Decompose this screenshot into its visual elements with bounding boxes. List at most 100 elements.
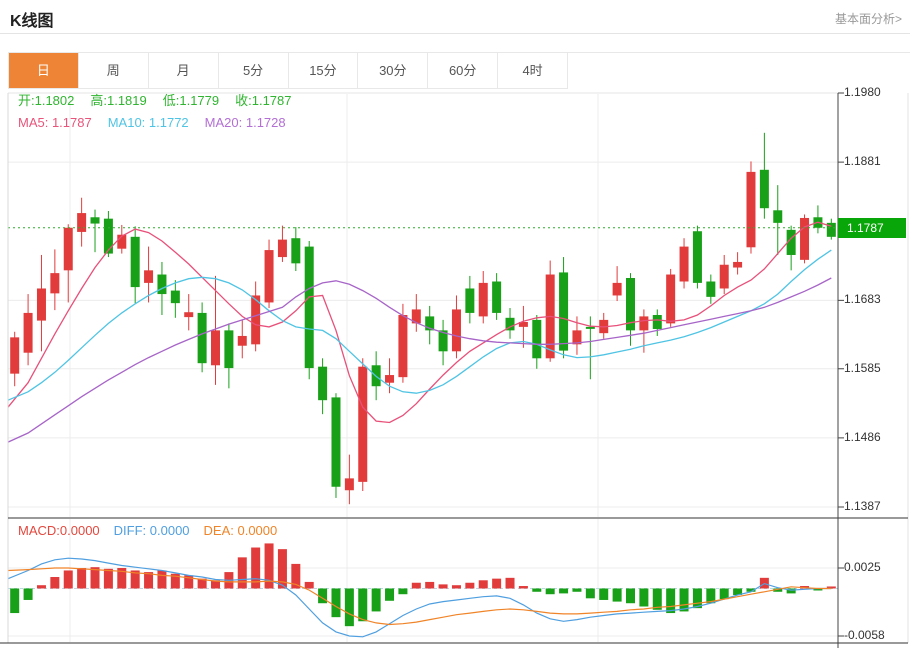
- candle: [532, 315, 542, 369]
- gridlines: [8, 92, 838, 642]
- title-divider: [0, 33, 910, 34]
- macd-bar: [157, 570, 167, 589]
- candle: [652, 309, 662, 336]
- candle: [706, 274, 716, 304]
- candle: [465, 275, 475, 324]
- candle: [425, 305, 435, 345]
- candle: [585, 316, 595, 380]
- y-axis-label-1.1486: 1.1486: [844, 429, 881, 444]
- macd-bar: [184, 575, 194, 589]
- candle: [304, 241, 314, 380]
- candle: [277, 225, 287, 262]
- macd-bar: [438, 584, 448, 589]
- ma-legend-ma10: MA10: 1.1772: [107, 115, 189, 130]
- ohlc-close: 收:1.1787: [235, 93, 292, 108]
- tab-4hour[interactable]: 4时: [522, 63, 543, 78]
- macd-bar: [130, 570, 140, 589]
- candle: [398, 303, 408, 383]
- candle: [626, 273, 635, 346]
- macd-bar: [679, 588, 689, 612]
- macd-bar: [773, 588, 783, 592]
- ma5-line: [7, 221, 832, 424]
- candle: [10, 331, 20, 387]
- candle: [759, 132, 769, 219]
- macd-bar: [612, 588, 622, 602]
- candle: [117, 224, 127, 254]
- macd-bar: [197, 578, 207, 589]
- ma-legend-ma5: MA5: 1.1787: [18, 115, 92, 130]
- candle: [826, 218, 836, 240]
- ohlc-readout: 开:1.1802 高:1.1819 低:1.1779 收:1.1787: [18, 90, 308, 112]
- candle: [385, 358, 395, 394]
- macd-bar: [478, 580, 488, 589]
- fundamental-analysis-link[interactable]: 基本面分析>: [834, 12, 902, 26]
- candle: [63, 224, 73, 303]
- y-axis-label-1.1881: 1.1881: [844, 154, 881, 169]
- candle: [251, 281, 261, 352]
- macd-bar: [572, 588, 582, 592]
- macd-bar: [331, 588, 341, 618]
- candle: [130, 226, 140, 304]
- macd-bar: [50, 577, 60, 589]
- tab-month[interactable]: 月: [149, 53, 219, 88]
- macd-bar: [144, 572, 154, 589]
- macd-bar: [264, 543, 274, 589]
- tab-week[interactable]: 周: [79, 53, 149, 88]
- ma-readout: MA5: 1.1787 MA10: 1.1772 MA20: 1.1728: [18, 112, 302, 134]
- macd-bar: [304, 581, 314, 589]
- candle: [800, 214, 810, 264]
- candle: [358, 358, 368, 491]
- macd-bar: [170, 573, 180, 589]
- macd-bar: [23, 588, 33, 600]
- macd-bar: [518, 586, 528, 589]
- y-axis-label-1.1387: 1.1387: [844, 499, 881, 513]
- macd-bar: [786, 588, 796, 594]
- macd-bar: [117, 568, 127, 589]
- macd-bar: [626, 588, 635, 604]
- macd-bar: [425, 581, 435, 589]
- macd-legend-diff: DIFF: 0.0000: [113, 523, 190, 538]
- tab-30min[interactable]: 30分: [358, 53, 429, 88]
- macd-bar: [90, 567, 100, 589]
- macd-bar: [746, 588, 756, 592]
- macd-bar: [652, 588, 662, 610]
- tab-5min[interactable]: 5分: [219, 53, 289, 88]
- candle: [505, 308, 515, 339]
- macd-bar: [411, 582, 421, 589]
- candle: [170, 280, 180, 318]
- candle: [773, 185, 783, 255]
- tab-15min[interactable]: 15分: [289, 53, 359, 88]
- candle: [224, 323, 234, 389]
- candle: [478, 271, 488, 324]
- macd-bar: [277, 549, 287, 589]
- dea-line: [7, 567, 832, 626]
- candle: [344, 454, 354, 505]
- y-axis-label-1.1683: 1.1683: [844, 292, 881, 307]
- candle: [77, 197, 87, 247]
- candle: [36, 254, 46, 352]
- macd-bar: [719, 588, 729, 600]
- chart-frame: [0, 92, 909, 648]
- candle: [50, 249, 60, 311]
- macd-bar: [103, 568, 113, 589]
- tab-60min[interactable]: 60分: [428, 53, 499, 88]
- macd-bar: [36, 585, 46, 589]
- macd-bar: [706, 588, 716, 604]
- candles: [10, 132, 836, 505]
- tab-day[interactable]: 日: [9, 53, 79, 88]
- macd-bar: [826, 586, 836, 589]
- candle: [719, 254, 729, 295]
- candle: [331, 393, 341, 498]
- macd-bar: [10, 588, 20, 614]
- current-price-label: 1.1787: [838, 217, 906, 238]
- candle: [197, 302, 207, 373]
- macd-bar: [813, 588, 823, 591]
- candle: [90, 209, 100, 253]
- candle: [599, 312, 609, 339]
- candle: [612, 266, 622, 302]
- ohlc-high: 高:1.1819: [90, 93, 147, 108]
- y-axis-label--0.0058: -0.0058: [844, 628, 885, 642]
- ohlc-low: 低:1.1779: [162, 93, 220, 108]
